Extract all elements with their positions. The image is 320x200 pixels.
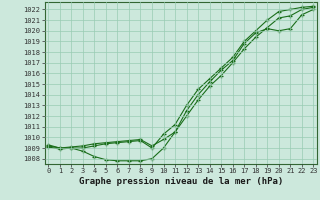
X-axis label: Graphe pression niveau de la mer (hPa): Graphe pression niveau de la mer (hPa) (79, 177, 283, 186)
